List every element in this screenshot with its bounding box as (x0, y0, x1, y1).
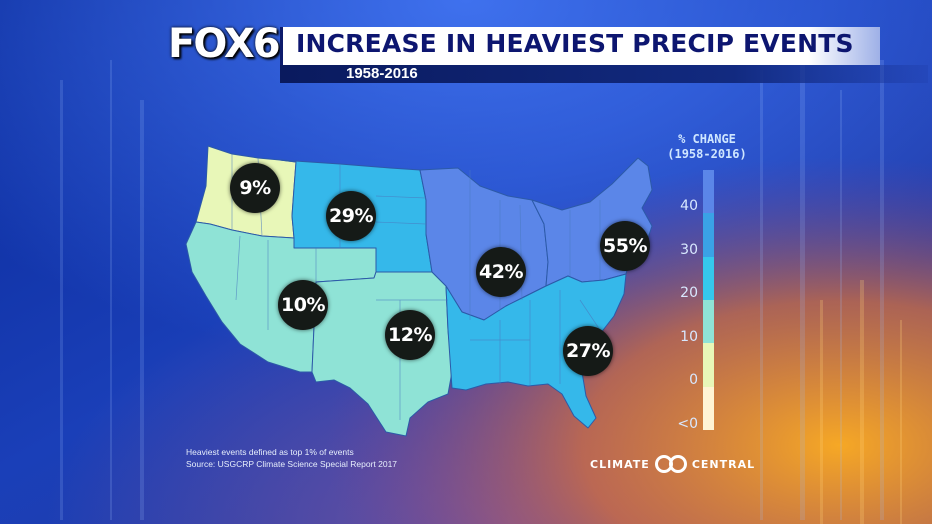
legend-title-line2: (1958-2016) (667, 147, 747, 161)
legend-swatch-0 (703, 343, 714, 387)
footnote-definition: Heaviest events defined as top 1% of eve… (186, 447, 354, 457)
bubble-southwest: 10% (278, 280, 328, 330)
page-subtitle: 1958-2016 (346, 65, 418, 82)
climate-central-logo: CLIMATE CENTRAL (590, 453, 755, 475)
legend-tick-40: 40 (680, 198, 698, 214)
legend-tick-0: 0 (689, 372, 698, 388)
legend-swatch-40 (703, 170, 714, 214)
bubble-great-plains-south: 12% (385, 310, 435, 360)
bubble-southeast: 27% (563, 326, 613, 376)
legend-tick-30: 30 (680, 242, 698, 258)
legend-swatch-20 (703, 256, 714, 300)
bubble-midwest: 42% (476, 247, 526, 297)
bubble-great-plains-north: 29% (326, 191, 376, 241)
legend-title: % CHANGE (1958-2016) (662, 132, 752, 162)
bubble-northwest: 9% (230, 163, 280, 213)
region-great-plains-south (311, 271, 453, 437)
legend-title-line1: % CHANGE (678, 132, 736, 146)
page-title: INCREASE IN HEAVIEST PRECIP EVENTS (296, 29, 854, 58)
legend-tick-10: 10 (680, 329, 698, 345)
fox6-logo: FOX6 (168, 21, 281, 67)
legend-swatch-10 (703, 299, 714, 344)
bubble-northeast: 55% (600, 221, 650, 271)
footnote-source: Source: USGCRP Climate Science Special R… (186, 459, 398, 469)
brand-left: CLIMATE (590, 457, 650, 471)
subtitle-bar (280, 65, 928, 83)
brand-right: CENTRAL (691, 457, 756, 471)
legend-swatch-30 (703, 213, 714, 257)
legend-tick-below-0: <0 (677, 416, 698, 432)
legend-tick-20: 20 (680, 285, 698, 301)
legend-color-bar (703, 170, 714, 430)
title-bar (280, 27, 880, 65)
legend-swatch-below-0 (703, 386, 714, 430)
climate-central-icon (654, 455, 687, 473)
